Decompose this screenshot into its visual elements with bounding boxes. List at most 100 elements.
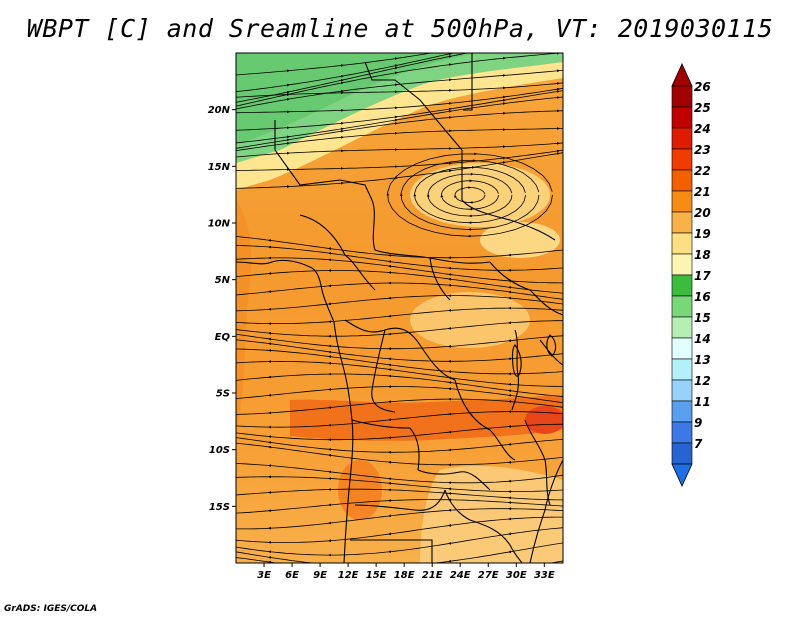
streamline-arrow — [395, 122, 398, 125]
streamline-arrow — [287, 110, 290, 114]
streamline-arrow — [557, 69, 560, 73]
colorbar-label: 17 — [694, 269, 711, 283]
colorbar-swatch — [671, 337, 693, 360]
boundary-line — [364, 61, 463, 151]
streamline-arrow — [388, 400, 391, 404]
streamline-arrow — [508, 425, 511, 428]
streamline-arrow — [557, 29, 560, 32]
boundary-line — [350, 539, 433, 563]
streamline-arrow — [508, 442, 511, 446]
colorbar-bottom-arrow — [671, 463, 693, 487]
colorbar-label: 21 — [694, 185, 711, 199]
streamline-arrow — [388, 314, 391, 318]
latitude-axis: 20N 15N 10N 5N EQ 5S 10S 15S — [208, 105, 236, 513]
colorbar-swatch — [671, 106, 693, 129]
streamline-arrow — [448, 448, 451, 452]
streamline-arrow — [470, 172, 474, 176]
streamline-arrow — [448, 169, 452, 173]
lat-tick-label: 15S — [209, 502, 230, 513]
streamline-arrow — [449, 102, 452, 105]
streamline-arrow — [508, 372, 511, 376]
streamline-arrow — [508, 496, 511, 500]
streamline — [236, 542, 563, 563]
colorbar: 26 25 24 23 22 21 20 19 18 17 16 15 14 13 12 11 9 7 — [671, 63, 711, 487]
streamline-arrow — [268, 411, 271, 415]
colorbar-label: 22 — [694, 164, 711, 178]
streamline-arrow — [448, 256, 451, 260]
streamline-arrow — [268, 272, 271, 275]
streamline-arrow — [341, 64, 344, 67]
streamline-arrow — [468, 228, 471, 231]
pale-patch-equator — [410, 292, 530, 348]
streamline-arrow — [268, 290, 271, 293]
streamline-arrow — [268, 550, 271, 554]
streamline-arrow — [395, 83, 398, 87]
streamline-arrow — [268, 337, 271, 341]
streamline-arrow — [557, 109, 560, 113]
streamline-arrow — [287, 69, 290, 73]
longitude-axis: 3E 6E 9E 12E 15E 18E 21E 24E 27E 30E 33E — [257, 563, 555, 581]
streamline-arrow — [388, 385, 391, 388]
colorbar-label: 12 — [694, 374, 711, 388]
lon-tick-label: 21E — [422, 570, 443, 581]
boundary-line — [489, 261, 563, 316]
streamline-arrow — [328, 454, 331, 457]
streamline — [236, 87, 563, 114]
streamline-arrow — [449, 48, 452, 51]
streamline-arrow — [268, 245, 271, 249]
streamline-arrow — [394, 71, 398, 75]
streamline-arrow — [394, 118, 398, 122]
streamline-arrow — [388, 450, 391, 454]
boundary-line — [429, 257, 451, 301]
streamline-arrow — [469, 201, 473, 204]
streamline — [236, 373, 563, 397]
streamline-arrow — [394, 64, 398, 68]
lon-tick-label: 3E — [257, 570, 271, 581]
colorbar-label: 24 — [694, 122, 711, 136]
streamline-arrow — [448, 309, 451, 312]
streamline — [236, 142, 563, 158]
streamline-arrow — [556, 87, 560, 91]
streamline-arrow — [328, 448, 331, 451]
streamline — [236, 96, 563, 144]
boundary-line — [529, 459, 563, 563]
streamline-arrow — [474, 152, 478, 156]
colorbar-swatch — [671, 85, 693, 108]
lon-tick-label: 24E — [450, 570, 471, 581]
lon-tick-label: 15E — [366, 570, 387, 581]
colorbar-label: 7 — [694, 437, 703, 451]
boundary-line — [274, 120, 373, 201]
streamline-arrow — [508, 321, 511, 325]
map-title: WBPT [C] and Sreamline at 500hPa, VT: 20… — [26, 14, 774, 43]
streamline-arrow — [468, 186, 472, 189]
streamline-arrow — [508, 389, 511, 393]
streamline-arrow — [388, 260, 391, 263]
warm-patch-north — [410, 163, 550, 227]
streamline-arrow — [448, 277, 451, 281]
streamline-arrow — [467, 234, 471, 238]
boundary-line — [371, 199, 491, 264]
boundary-line — [344, 319, 456, 381]
streamline-arrow — [388, 418, 391, 422]
streamline-arrow — [508, 383, 511, 386]
streamline-arrow — [328, 302, 331, 306]
streamline-arrow — [503, 95, 506, 99]
streamline — [236, 82, 563, 98]
streamline-arrow — [449, 147, 452, 150]
streamline-arrow — [268, 425, 271, 429]
streamline-arrow — [448, 387, 451, 391]
streamline-arrow — [453, 194, 457, 198]
streamline-arrow — [556, 152, 560, 155]
streamline-arrow — [268, 560, 271, 563]
streamline-arrow — [341, 109, 344, 112]
streamline — [236, 53, 434, 76]
streamline-arrow — [508, 550, 512, 554]
streamline-arrow — [556, 90, 560, 93]
lat-tick-label: 5S — [216, 389, 230, 400]
streamline-arrow — [449, 89, 452, 92]
colorbar-swatch — [671, 316, 693, 339]
streamline-arrow — [502, 98, 506, 102]
streamline-arrow — [341, 121, 344, 125]
lat-tick-label: 5N — [215, 275, 231, 286]
streamline-arrow — [448, 107, 452, 111]
